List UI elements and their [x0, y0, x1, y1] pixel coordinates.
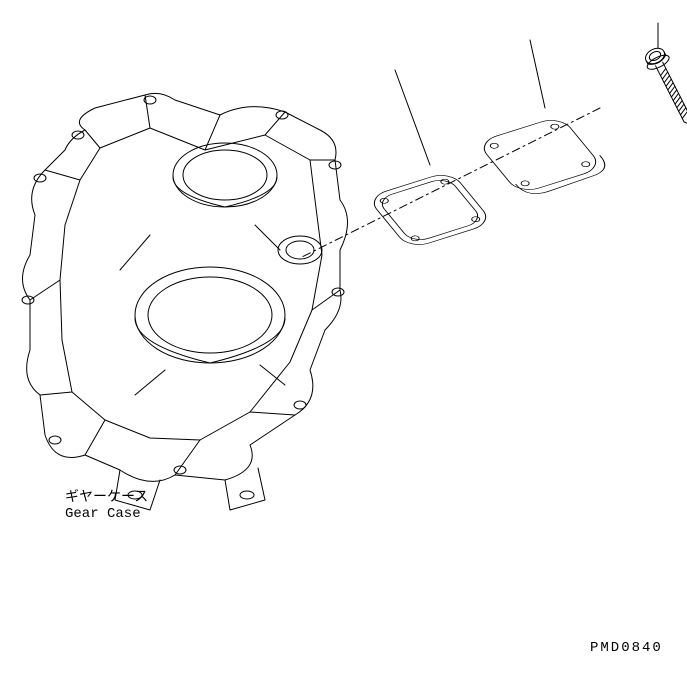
gear-case-label-jp: ギヤーケース: [65, 490, 148, 507]
gear-case: [22, 93, 348, 510]
gasket: [367, 171, 493, 249]
diagram-svg: [0, 0, 687, 696]
cover-plate: [477, 114, 613, 199]
diagram-container: ギヤーケース Gear Case PMD0840: [0, 0, 687, 696]
gear-case-label-en: Gear Case: [65, 506, 141, 523]
drawing-number: PMD0840: [590, 640, 663, 657]
leader-lines: [395, 23, 658, 165]
flange-bolt: [641, 44, 687, 128]
